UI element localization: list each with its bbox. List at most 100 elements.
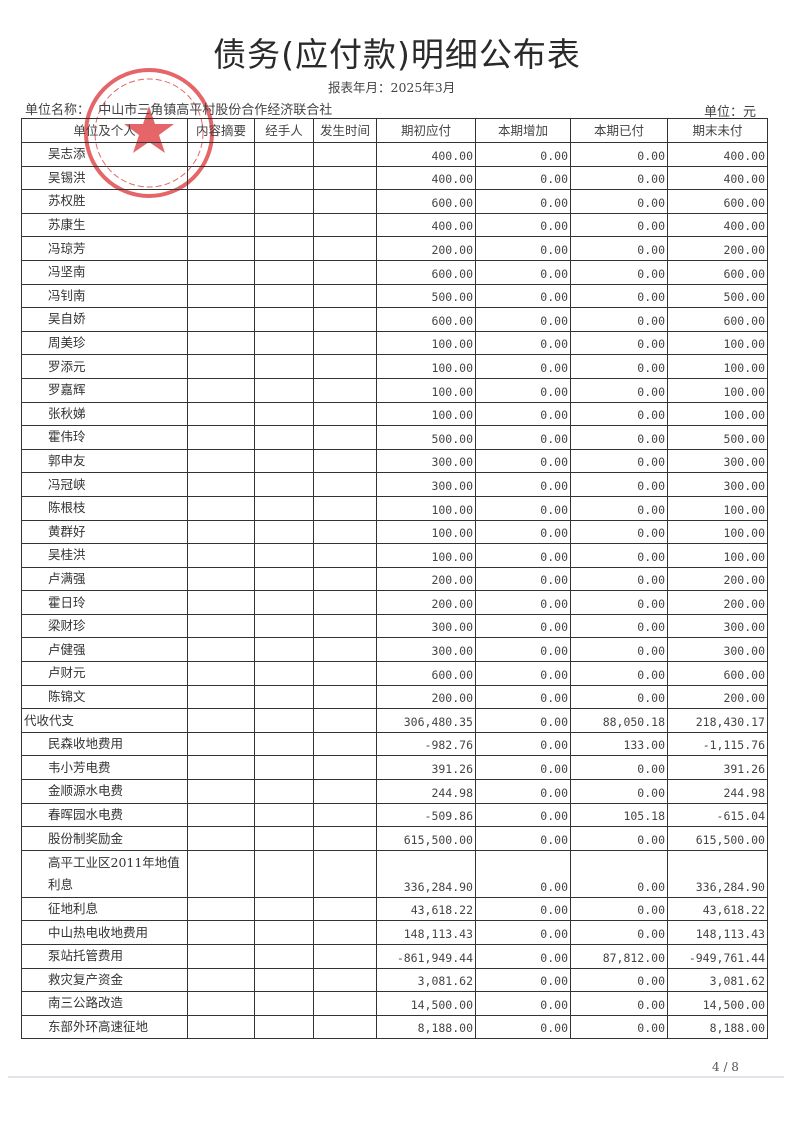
amount-cell: 600.00 xyxy=(667,189,768,214)
amount-cell: 0.00 xyxy=(475,330,571,356)
amount-cell: 0.00 xyxy=(475,684,571,710)
table-row: 股份制奖励金 615,500.00 0.00 0.00 615,500.00 xyxy=(21,826,768,851)
empty-cell xyxy=(187,731,255,757)
row-label: 冯琼芳 xyxy=(21,236,188,261)
empty-cell xyxy=(187,684,255,710)
row-label: 吴志添 xyxy=(21,142,188,167)
column-header: 内容摘要 xyxy=(187,118,255,143)
table-header-row: 单位及个人 内容摘要 经手人 发生时间 期初应付 本期增加 本期已付 期末未付 xyxy=(21,118,768,143)
column-header: 本期增加 xyxy=(475,118,571,143)
table-row: 梁财珍 300.00 0.00 0.00 300.00 xyxy=(21,613,768,639)
empty-cell xyxy=(313,684,377,710)
unit-name-line: 单位名称： 中山市三角镇高平村股份合作经济联合社 xyxy=(25,99,332,118)
empty-cell xyxy=(187,212,255,238)
empty-cell xyxy=(313,1014,377,1040)
table-row: 苏权胜 600.00 0.00 0.00 600.00 xyxy=(21,189,768,214)
empty-cell xyxy=(187,967,255,993)
row-label: 周美珍 xyxy=(21,330,188,356)
row-label: 陈锦文 xyxy=(21,684,188,710)
amount-cell: 300.00 xyxy=(667,472,768,497)
row-label: 南三公路改造 xyxy=(21,991,188,1016)
empty-cell xyxy=(187,283,255,309)
empty-cell xyxy=(187,802,255,828)
amount-cell: 88,050.18 xyxy=(570,708,668,733)
amount-cell: 336,284.90 xyxy=(667,849,768,898)
amount-cell: 0.00 xyxy=(475,779,571,804)
amount-cell: 0.00 xyxy=(475,236,571,261)
empty-cell xyxy=(187,637,255,663)
amount-cell: -615.04 xyxy=(667,802,768,828)
empty-cell xyxy=(254,849,314,898)
table-row: 冯琼芳 200.00 0.00 0.00 200.00 xyxy=(21,236,768,261)
amount-cell: 0.00 xyxy=(475,826,571,851)
amount-cell: 300.00 xyxy=(376,613,476,639)
amount-cell: 336,284.90 xyxy=(376,849,476,898)
empty-cell xyxy=(187,519,255,545)
amount-cell: -509.86 xyxy=(376,802,476,828)
amount-cell: 0.00 xyxy=(570,519,668,545)
amount-cell: 218,430.17 xyxy=(667,708,768,733)
amount-cell: -949,761.44 xyxy=(667,944,768,969)
empty-cell xyxy=(254,967,314,993)
amount-cell: 43,618.22 xyxy=(667,896,768,922)
amount-cell: 100.00 xyxy=(667,354,768,379)
empty-cell xyxy=(254,661,314,686)
row-label: 梁财珍 xyxy=(21,613,188,639)
empty-cell xyxy=(187,307,255,332)
empty-cell xyxy=(313,377,377,403)
empty-cell xyxy=(313,967,377,993)
amount-cell: 8,188.00 xyxy=(376,1014,476,1040)
amount-cell: -861,949.44 xyxy=(376,944,476,969)
table-row: 吴桂洪 100.00 0.00 0.00 100.00 xyxy=(21,543,768,568)
table-row: 陈根枝 100.00 0.00 0.00 100.00 xyxy=(21,495,768,521)
column-header: 期初应付 xyxy=(376,118,476,143)
amount-cell: 300.00 xyxy=(376,448,476,474)
empty-cell xyxy=(313,991,377,1016)
amount-cell: 0.00 xyxy=(475,967,571,993)
table-row: 春晖园水电费 -509.86 0.00 105.18 -615.04 xyxy=(21,802,768,828)
row-label: 陈根枝 xyxy=(21,495,188,521)
amount-cell: 500.00 xyxy=(667,283,768,309)
amount-cell: 400.00 xyxy=(376,142,476,167)
amount-cell: 0.00 xyxy=(475,377,571,403)
row-label: 中山热电收地费用 xyxy=(21,920,188,945)
empty-cell xyxy=(187,779,255,804)
amount-cell: 0.00 xyxy=(570,779,668,804)
column-header: 本期已付 xyxy=(570,118,668,143)
amount-cell: 300.00 xyxy=(376,637,476,663)
amount-cell: 100.00 xyxy=(667,330,768,356)
amount-cell: 0.00 xyxy=(570,354,668,379)
amount-cell: 200.00 xyxy=(376,566,476,592)
amount-cell: 0.00 xyxy=(570,495,668,521)
empty-cell xyxy=(187,495,255,521)
empty-cell xyxy=(187,259,255,285)
amount-cell: 100.00 xyxy=(667,519,768,545)
table-row: 东部外环高速征地 8,188.00 0.00 0.00 8,188.00 xyxy=(21,1014,768,1040)
amount-cell: 0.00 xyxy=(570,283,668,309)
amount-cell: 300.00 xyxy=(667,637,768,663)
row-label: 代收代支 xyxy=(21,708,188,733)
payables-table: 单位及个人 内容摘要 经手人 发生时间 期初应付 本期增加 本期已付 期末未付 吴志添 400.… xyxy=(21,118,768,1040)
row-label: 春晖园水电费 xyxy=(21,802,188,828)
amount-cell: 0.00 xyxy=(475,354,571,379)
row-label: 韦小芳电费 xyxy=(21,755,188,781)
amount-cell: 200.00 xyxy=(667,684,768,710)
table-row: 吴自娇 600.00 0.00 0.00 600.00 xyxy=(21,307,768,332)
amount-cell: 400.00 xyxy=(667,212,768,238)
amount-cell: 0.00 xyxy=(475,613,571,639)
empty-cell xyxy=(187,613,255,639)
amount-cell: 0.00 xyxy=(475,1014,571,1040)
amount-cell: 0.00 xyxy=(570,661,668,686)
column-header: 发生时间 xyxy=(313,118,377,143)
table-row: 冯坚南 600.00 0.00 0.00 600.00 xyxy=(21,259,768,285)
empty-cell xyxy=(187,425,255,450)
amount-cell: 100.00 xyxy=(376,354,476,379)
empty-cell xyxy=(187,401,255,427)
amount-cell: 100.00 xyxy=(667,401,768,427)
empty-cell xyxy=(187,330,255,356)
amount-cell: 0.00 xyxy=(570,425,668,450)
empty-cell xyxy=(187,944,255,969)
amount-cell: 500.00 xyxy=(376,425,476,450)
amount-cell: 0.00 xyxy=(570,543,668,568)
amount-cell: 0.00 xyxy=(570,637,668,663)
